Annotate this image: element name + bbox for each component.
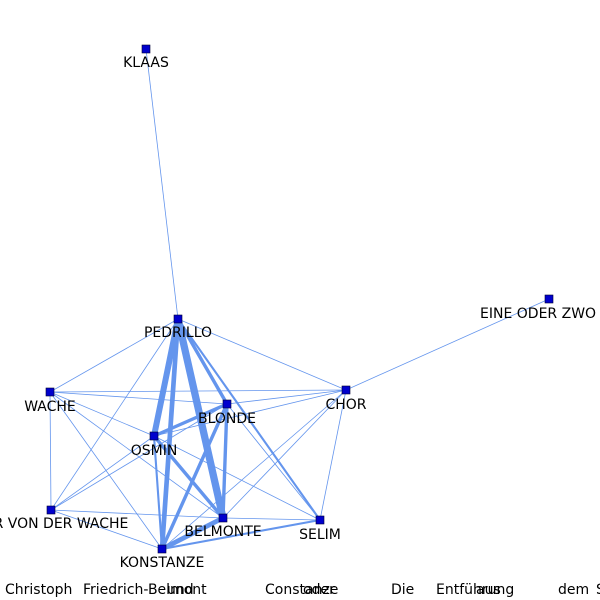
node-marker bbox=[141, 44, 151, 54]
edge-blonde-belmonte bbox=[221, 402, 229, 520]
edge-pedrillo-chor bbox=[177, 318, 347, 391]
edge-blonde-selim bbox=[226, 403, 321, 521]
edge-pedrillo-belmonte bbox=[174, 315, 227, 522]
edge-wache-chor bbox=[49, 389, 347, 393]
node-label: PEDRILLO bbox=[144, 325, 212, 341]
caption-word: Die bbox=[391, 582, 415, 598]
node-belmonte: BELMONTE bbox=[184, 513, 262, 540]
edge-blonde-osmin bbox=[152, 402, 229, 438]
node-blonde: BLONDE bbox=[198, 399, 256, 427]
node-marker bbox=[341, 385, 351, 395]
caption-word: Christoph bbox=[5, 582, 73, 598]
caption-word: Entführung bbox=[436, 582, 515, 598]
edge-belmonte-selim bbox=[222, 517, 321, 521]
edge-blonde-offizier-von-der-wache bbox=[50, 403, 228, 511]
edge-pedrillo-offizier-von-der-wache bbox=[50, 318, 179, 511]
node-osmin: OSMIN bbox=[131, 431, 178, 459]
edges-layer bbox=[49, 48, 550, 552]
node-marker bbox=[46, 505, 56, 515]
node-label: OSMIN bbox=[131, 443, 178, 459]
edge-wache-blonde bbox=[49, 391, 228, 405]
caption-word: S bbox=[596, 582, 600, 598]
edge-selim-konstanze bbox=[160, 518, 322, 551]
node-label: BELMONTE bbox=[184, 524, 261, 540]
node-label: BLONDE bbox=[198, 411, 256, 427]
caption-word: Constanze bbox=[265, 582, 339, 598]
edge-osmin-belmonte bbox=[152, 434, 225, 520]
nodes-layer: KLAAS PEDRILLO EINE ODER ZWO ST WACHE CHOR BL… bbox=[0, 44, 600, 571]
edge-pedrillo-osmin bbox=[151, 316, 181, 439]
node-marker bbox=[315, 515, 325, 525]
edge-osmin-konstanze bbox=[152, 434, 164, 551]
caption-word: dem bbox=[558, 582, 590, 598]
node-marker bbox=[173, 314, 183, 324]
node-label: R VON DER WACHE bbox=[0, 516, 128, 532]
edge-offizier-von-der-wache-konstanze bbox=[50, 509, 163, 550]
edge-wache-osmin bbox=[49, 391, 155, 437]
node-label: KONSTANZE bbox=[120, 555, 205, 571]
edge-chor-konstanze bbox=[161, 389, 347, 550]
node-marker bbox=[149, 431, 159, 441]
edge-osmin-offizier-von-der-wache bbox=[50, 435, 155, 511]
node-eine-oder-zwo-stimmen: EINE ODER ZWO ST bbox=[480, 294, 600, 322]
node-marker bbox=[544, 294, 554, 304]
node-marker bbox=[222, 399, 232, 409]
node-label: SELIM bbox=[299, 527, 341, 543]
edge-pedrillo-blonde bbox=[176, 317, 229, 406]
node-klaas: KLAAS bbox=[123, 44, 169, 71]
edge-wache-offizier-von-der-wache bbox=[49, 391, 52, 511]
caption: Christoph Friedrich-Belmont und Constanze od… bbox=[0, 580, 600, 600]
edge-blonde-konstanze bbox=[160, 402, 229, 551]
edge-pedrillo-selim bbox=[176, 317, 322, 522]
node-marker bbox=[218, 513, 228, 523]
node-wache: WACHE bbox=[24, 387, 76, 415]
caption-word: oder bbox=[303, 582, 335, 598]
edge-chor-belmonte bbox=[222, 389, 347, 519]
edge-offizier-von-der-wache-belmonte bbox=[50, 509, 224, 519]
edge-osmin-selim bbox=[153, 435, 321, 521]
caption-word: Friedrich-Belmont bbox=[83, 582, 207, 598]
caption-word: und bbox=[167, 582, 194, 598]
edge-pedrillo-wache bbox=[49, 318, 179, 393]
node-chor: CHOR bbox=[325, 385, 367, 413]
node-marker bbox=[45, 387, 55, 397]
node-label: KLAAS bbox=[123, 55, 169, 71]
node-label: CHOR bbox=[325, 397, 366, 413]
edge-chor-eine-oder-zwo-stimmen bbox=[345, 298, 550, 391]
edge-chor-blonde bbox=[226, 389, 347, 405]
edge-pedrillo-konstanze bbox=[159, 316, 181, 552]
node-pedrillo: PEDRILLO bbox=[144, 314, 212, 341]
node-label: WACHE bbox=[24, 399, 76, 415]
edge-belmonte-konstanze bbox=[159, 515, 226, 552]
node-marker bbox=[157, 544, 167, 554]
caption-word: aus bbox=[476, 582, 501, 598]
edge-chor-selim bbox=[319, 389, 347, 521]
edge-klaas-pedrillo bbox=[145, 48, 179, 320]
node-label: EINE ODER ZWO ST bbox=[480, 306, 600, 322]
node-konstanze: KONSTANZE bbox=[120, 544, 205, 571]
edge-wache-belmonte bbox=[49, 391, 224, 519]
node-offizier-von-der-wache: R VON DER WACHE bbox=[0, 505, 128, 532]
node-selim: SELIM bbox=[299, 515, 341, 543]
